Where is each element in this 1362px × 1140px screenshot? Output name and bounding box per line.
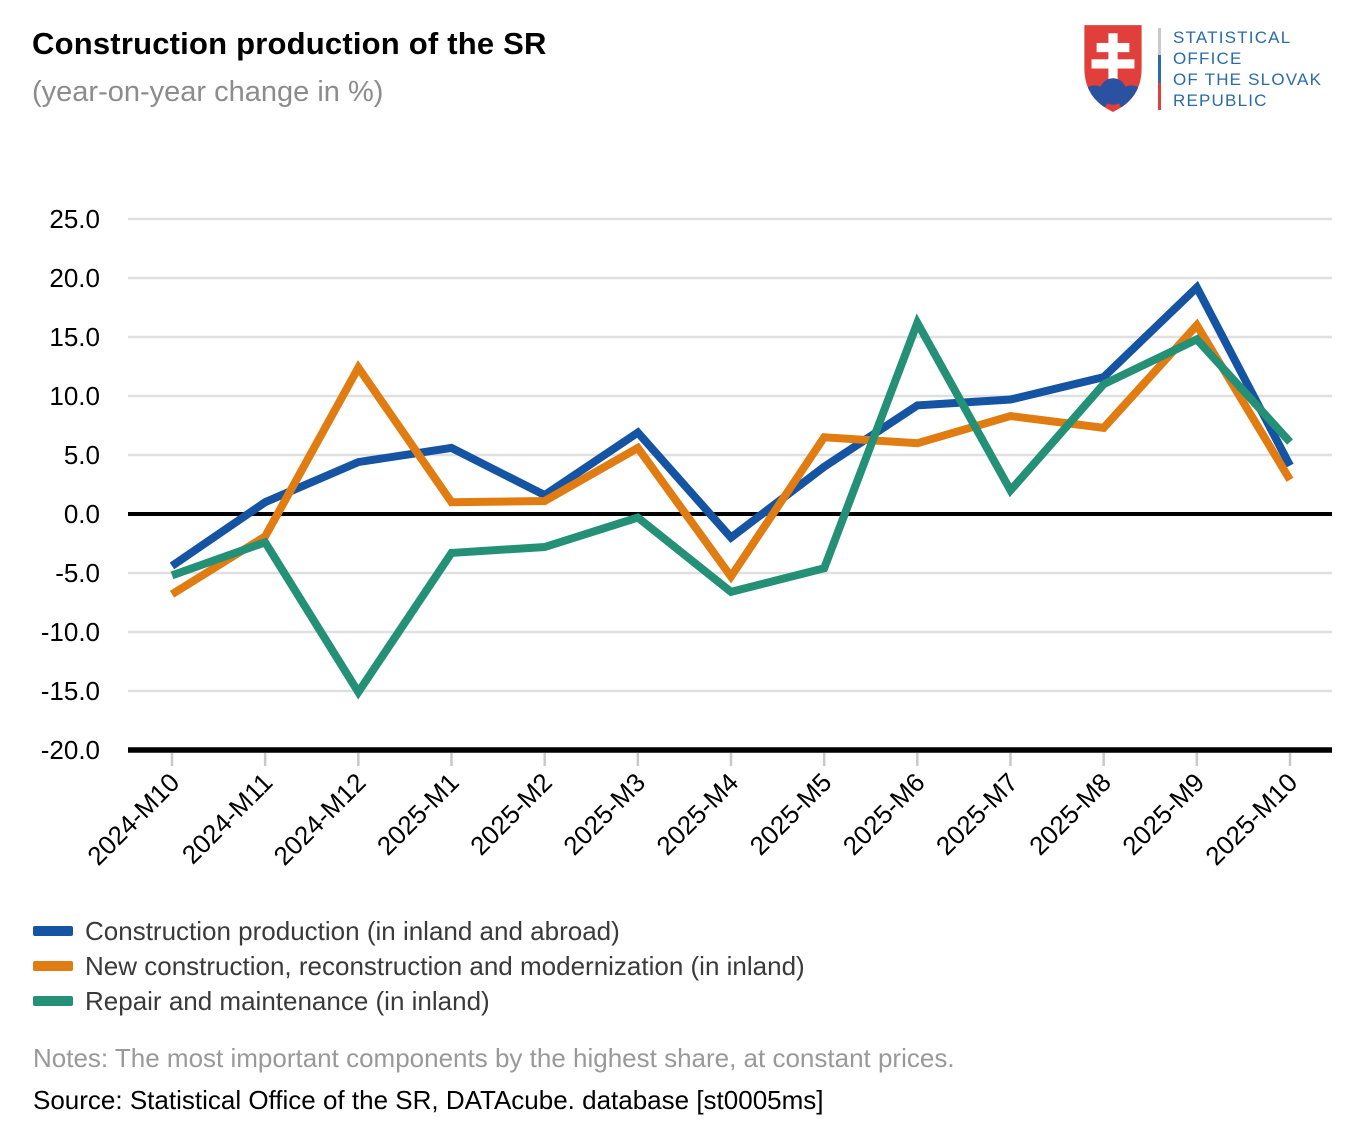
- svg-text:10.0: 10.0: [49, 381, 100, 411]
- legend-item: Construction production (in inland and a…: [33, 916, 805, 946]
- svg-text:2024-M10: 2024-M10: [81, 767, 185, 871]
- svg-text:2025-M4: 2025-M4: [650, 767, 744, 861]
- legend-item: Repair and maintenance (in inland): [33, 986, 805, 1016]
- svg-text:15.0: 15.0: [49, 322, 100, 352]
- chart-legend: Construction production (in inland and a…: [33, 916, 805, 1016]
- logo-text: STATISTICAL OFFICE OF THE SLOVAK REPUBLI…: [1173, 28, 1323, 110]
- y-axis-labels: 25.0 20.0 15.0 10.0 5.0 0.0 -5.0 -10.0 -15.0 -20.…: [41, 204, 100, 765]
- svg-text:2024-M12: 2024-M12: [268, 767, 372, 871]
- page-subtitle: (year-on-year change in %): [32, 76, 384, 108]
- legend-item: New construction, reconstruction and mod…: [33, 951, 805, 981]
- gridlines: [128, 217, 1332, 693]
- svg-text:-5.0: -5.0: [55, 558, 100, 588]
- legend-swatch-green: [33, 996, 73, 1006]
- x-axis-ticks: [170, 753, 1292, 766]
- series-lines: [169, 280, 1294, 700]
- legend-swatch-blue: [33, 926, 73, 936]
- svg-text:2025-M6: 2025-M6: [837, 767, 931, 861]
- svg-text:0.0: 0.0: [64, 499, 100, 529]
- svg-text:-15.0: -15.0: [41, 676, 100, 706]
- svg-text:2025-M7: 2025-M7: [930, 767, 1024, 861]
- svg-text:2024-M11: 2024-M11: [176, 767, 279, 870]
- svg-text:-10.0: -10.0: [41, 617, 100, 647]
- svg-text:2025-M2: 2025-M2: [464, 767, 558, 861]
- svg-text:2025-M10: 2025-M10: [1199, 767, 1303, 871]
- line-chart: 25.0 20.0 15.0 10.0 5.0 0.0 -5.0 -10.0 -15.0 -20.…: [41, 204, 1332, 871]
- axis-lines: [128, 512, 1332, 753]
- slovak-coat-of-arms-icon: [1084, 25, 1142, 112]
- svg-text:2025-M1: 2025-M1: [371, 767, 465, 861]
- svg-text:2025-M3: 2025-M3: [557, 767, 651, 861]
- legend-swatch-orange: [33, 961, 73, 971]
- svg-text:-20.0: -20.0: [41, 735, 100, 765]
- chart-source: Source: Statistical Office of the SR, DA…: [33, 1085, 824, 1115]
- svg-text:25.0: 25.0: [49, 204, 100, 234]
- chart-notes: Notes: The most important components by …: [33, 1043, 955, 1073]
- svg-text:2025-M8: 2025-M8: [1023, 767, 1117, 861]
- statistical-office-logo: STATISTICAL OFFICE OF THE SLOVAK REPUBLI…: [1082, 22, 1322, 114]
- svg-text:2025-M9: 2025-M9: [1116, 767, 1210, 861]
- svg-text:20.0: 20.0: [49, 263, 100, 293]
- svg-text:2025-M5: 2025-M5: [744, 767, 838, 861]
- svg-text:5.0: 5.0: [64, 440, 100, 470]
- page-title: Construction production of the SR: [32, 26, 547, 61]
- logo-divider: [1158, 28, 1161, 110]
